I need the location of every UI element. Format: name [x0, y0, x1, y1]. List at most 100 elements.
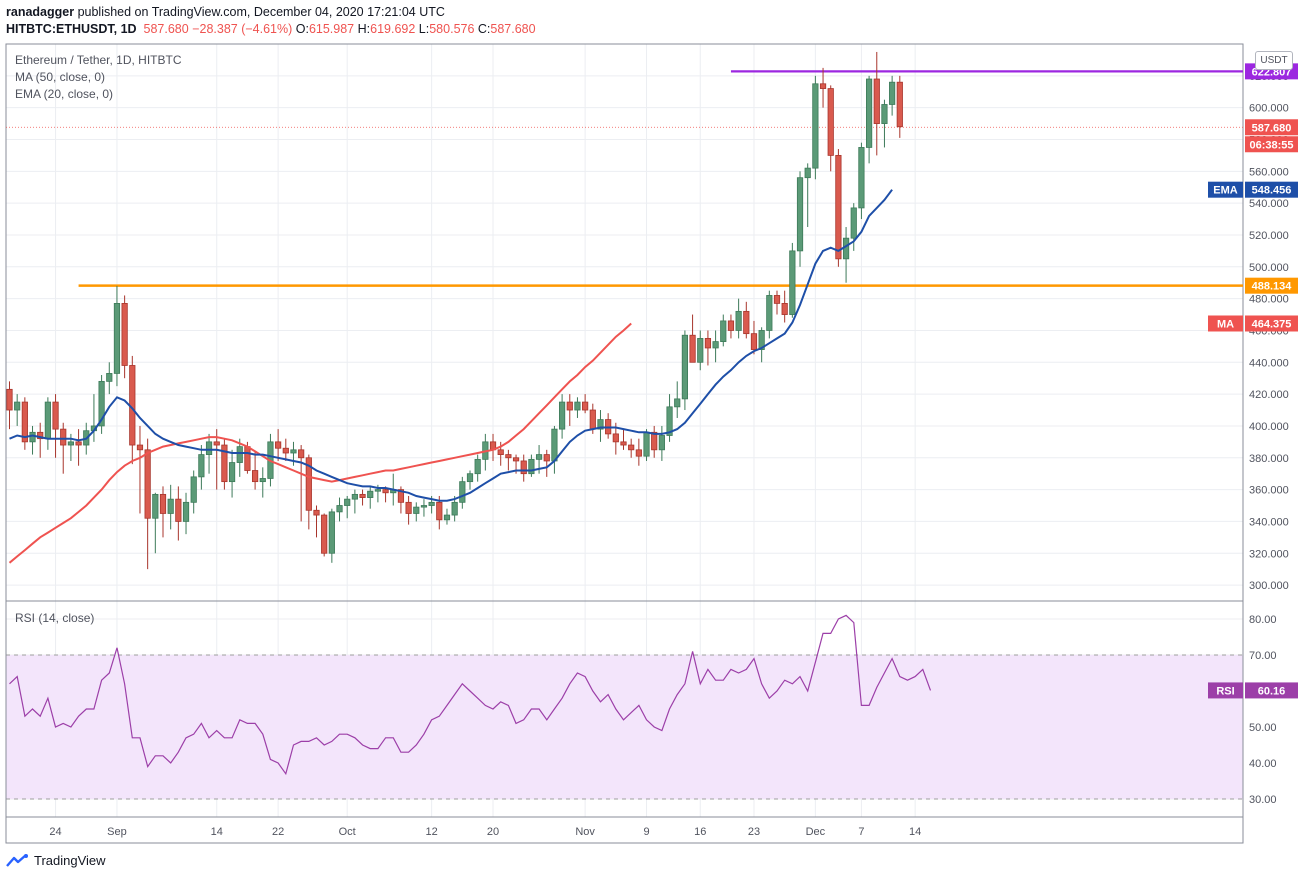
price-tick-label: 480.000: [1249, 294, 1289, 306]
candle: [735, 298, 742, 339]
candle: [605, 413, 612, 439]
candle-body: [405, 501, 412, 514]
time-tick-label: Oct: [339, 826, 356, 838]
candle: [275, 429, 282, 461]
rsi-legend[interactable]: RSI (14, close): [15, 611, 95, 625]
time-tick-label: 14: [909, 826, 921, 838]
candle: [727, 314, 735, 339]
candle-body: [382, 489, 389, 494]
publish-line: ranadagger published on TradingView.com,…: [6, 5, 445, 19]
author[interactable]: ranadagger: [6, 5, 75, 19]
currency-button[interactable]: USDT: [1255, 51, 1293, 70]
candle-body: [597, 419, 604, 430]
candle: [827, 85, 834, 172]
candle-body: [474, 458, 481, 475]
candle-body: [313, 509, 320, 516]
candle: [789, 242, 796, 318]
countdown-tag-bg: [1245, 136, 1298, 153]
candle: [597, 410, 604, 442]
candle-body: [505, 454, 512, 459]
candle-body: [436, 501, 443, 521]
candle: [282, 438, 289, 461]
candle-body: [512, 457, 520, 462]
rsi-label-tag-bg: [1208, 682, 1243, 699]
tradingview-logo[interactable]: TradingView: [6, 853, 106, 868]
support-tag-bg: [1245, 277, 1298, 294]
candle-body: [520, 460, 527, 475]
candle: [106, 362, 113, 395]
candle-body: [37, 431, 44, 440]
candle-body: [704, 338, 712, 349]
price-tick-label: 340.000: [1249, 516, 1289, 528]
candle-body: [712, 341, 719, 349]
candle: [351, 489, 358, 514]
candle-body: [44, 401, 51, 440]
candle: [681, 330, 689, 411]
candle: [420, 499, 428, 517]
time-axis[interactable]: [5, 816, 1244, 844]
candle-body: [643, 431, 650, 457]
candle-body: [889, 81, 896, 105]
candle-body: [681, 334, 689, 400]
candle-body: [781, 303, 788, 315]
candle: [443, 508, 451, 525]
candle: [796, 171, 804, 267]
candle-body: [344, 498, 351, 506]
candle: [60, 422, 67, 474]
support-tag: 488.134: [1252, 281, 1293, 293]
candle: [52, 394, 59, 458]
candle: [858, 142, 865, 220]
candle: [773, 290, 781, 315]
candle-body: [451, 501, 458, 516]
candle-body: [789, 250, 796, 315]
ema-value-tag: 548.456: [1252, 185, 1292, 197]
candle: [29, 425, 36, 455]
candle-body: [336, 505, 343, 513]
ma-line: [8, 322, 632, 564]
price-tick-label: 440.000: [1249, 357, 1289, 369]
open-label: O:: [295, 22, 309, 36]
candle-body: [543, 454, 550, 462]
price-change: −28.387 (−4.61%): [192, 22, 293, 36]
candle-body: [582, 401, 589, 411]
candle-body: [628, 444, 635, 451]
candle: [566, 394, 573, 426]
price-tick-label: 400.000: [1249, 421, 1289, 433]
ma-value-tag-bg: [1245, 315, 1298, 332]
candle-body: [835, 154, 842, 260]
candle: [75, 429, 82, 466]
candle: [850, 203, 857, 251]
candle-body: [29, 431, 36, 443]
candle-body: [75, 441, 82, 446]
ma-legend[interactable]: MA (50, close, 0): [15, 70, 106, 84]
candle-body: [689, 334, 696, 363]
rsi-tick-label: 70.00: [1249, 650, 1277, 662]
symbol: HITBTC:ETHUSDT, 1D: [6, 22, 137, 36]
candle: [866, 75, 873, 164]
candle-body: [428, 501, 435, 506]
candle: [658, 425, 665, 461]
candle-body: [850, 207, 857, 239]
candle-body: [244, 446, 251, 471]
time-tick-label: 23: [748, 826, 760, 838]
price-tick-label: 600.000: [1249, 103, 1289, 115]
candle: [228, 449, 236, 498]
candle-body: [159, 493, 167, 514]
ema-legend[interactable]: EMA (20, close, 0): [15, 87, 114, 101]
candle: [382, 486, 389, 503]
candle: [121, 295, 128, 379]
candle: [144, 438, 151, 570]
candle: [213, 429, 220, 490]
candle: [520, 454, 527, 482]
candle: [236, 438, 243, 477]
last-price-tag: 587.680: [1252, 122, 1292, 134]
candle-body: [651, 431, 658, 451]
candle-body: [144, 449, 151, 519]
candle-body: [6, 388, 13, 411]
candle-body: [359, 493, 366, 498]
candle: [812, 75, 819, 180]
candle: [413, 502, 420, 522]
candle: [528, 454, 535, 477]
price-tick-label: 500.000: [1249, 262, 1289, 274]
